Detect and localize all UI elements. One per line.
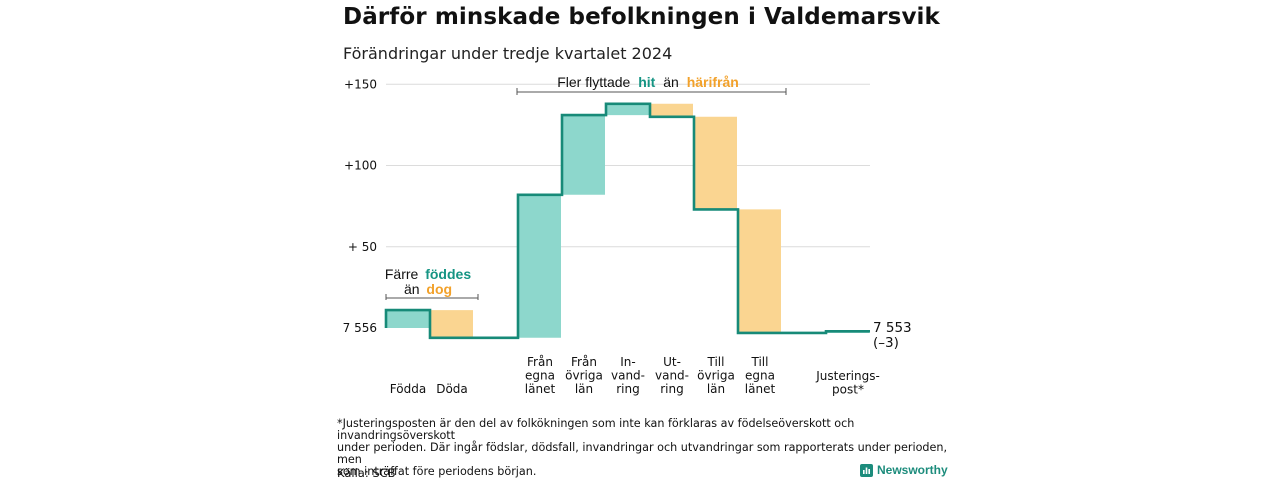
annotation-migration-emphasis1: hit [638,74,655,90]
annotation-migration: Fler flyttade hit än härifrån [516,74,787,95]
chart-subtitle: Förändringar under tredje kvartalet 2024 [343,44,673,63]
waterfall-bar [607,103,649,116]
annotation-births-text1: Färre [385,266,419,282]
svg-text:än dog: än dog [404,281,452,297]
annotation-births-text2: än [404,281,420,297]
step-line [384,102,870,340]
annotation-births: Färre föddes än dog [385,266,479,300]
end-change: (–3) [873,335,899,351]
category-label: Från egna länet [525,355,556,396]
annotation-migration-text2: än [663,74,679,90]
waterfall-bar [563,115,605,195]
footnote-line: som inträffat före periodens början. [337,465,537,478]
annotation-births-emphasis2: dog [426,281,452,297]
waterfall-bar [519,194,561,338]
category-label: Justerings-post* [815,369,880,397]
waterfall-bar [431,310,473,338]
annotation-births-bracket [385,294,479,300]
category-label: Till egna länet [745,355,776,396]
footnote-line: *Justeringsposten är den del av folkökni… [337,417,855,442]
waterfall-bar [739,209,781,333]
y-tick-label: +150 [344,77,377,91]
waterfall-bar [387,310,429,328]
gridlines: +150 +100 + 50 7 556 [343,77,870,335]
annotation-births-emphasis1: föddes [425,266,471,282]
step-line-group [384,102,870,340]
waterfall-chart: +150 +100 + 50 7 556 Födda Döda Från egna länet… [343,74,912,397]
category-label: Födda [390,382,426,396]
svg-text:Färre föddes: Färre föddes [385,266,471,282]
bars [387,103,869,338]
y-tick-label: + 50 [348,240,377,254]
svg-text:Fler flyttade hit: Fler flyttade hit än härifrån [557,74,739,90]
end-value: 7 553 [873,320,912,336]
annotation-migration-text1: Fler flyttade [557,74,630,90]
bar-chart-icon [860,463,873,477]
category-labels: Födda Döda Från egna länet Från övriga länIn-va… [390,355,880,397]
brand-logo: Newsworthy [860,463,948,477]
category-label: Döda [436,382,468,396]
category-label: Till övriga län [697,355,735,396]
annotation-migration-emphasis2: härifrån [687,74,739,90]
category-label: In-vand-ring [611,355,645,396]
footnote-line: under perioden. Där ingår födslar, dödsf… [337,441,948,466]
footnote: *Justeringsposten är den del av folkökni… [337,418,949,478]
y-tick-label: 7 556 [343,321,377,335]
waterfall-bar [651,103,693,117]
chart-title: Därför minskade befolkningen i Valdemars… [343,4,940,30]
brand-name: Newsworthy [877,463,948,477]
category-label: Ut-vand-ring [655,355,689,396]
category-label: Från övriga län [565,355,603,396]
source-label: Källa: SCB [337,466,396,480]
y-tick-label: +100 [344,159,377,173]
annotation-migration-bracket [516,88,787,95]
waterfall-bar [695,116,737,210]
end-value-label: 7 553 (–3) [873,320,912,351]
